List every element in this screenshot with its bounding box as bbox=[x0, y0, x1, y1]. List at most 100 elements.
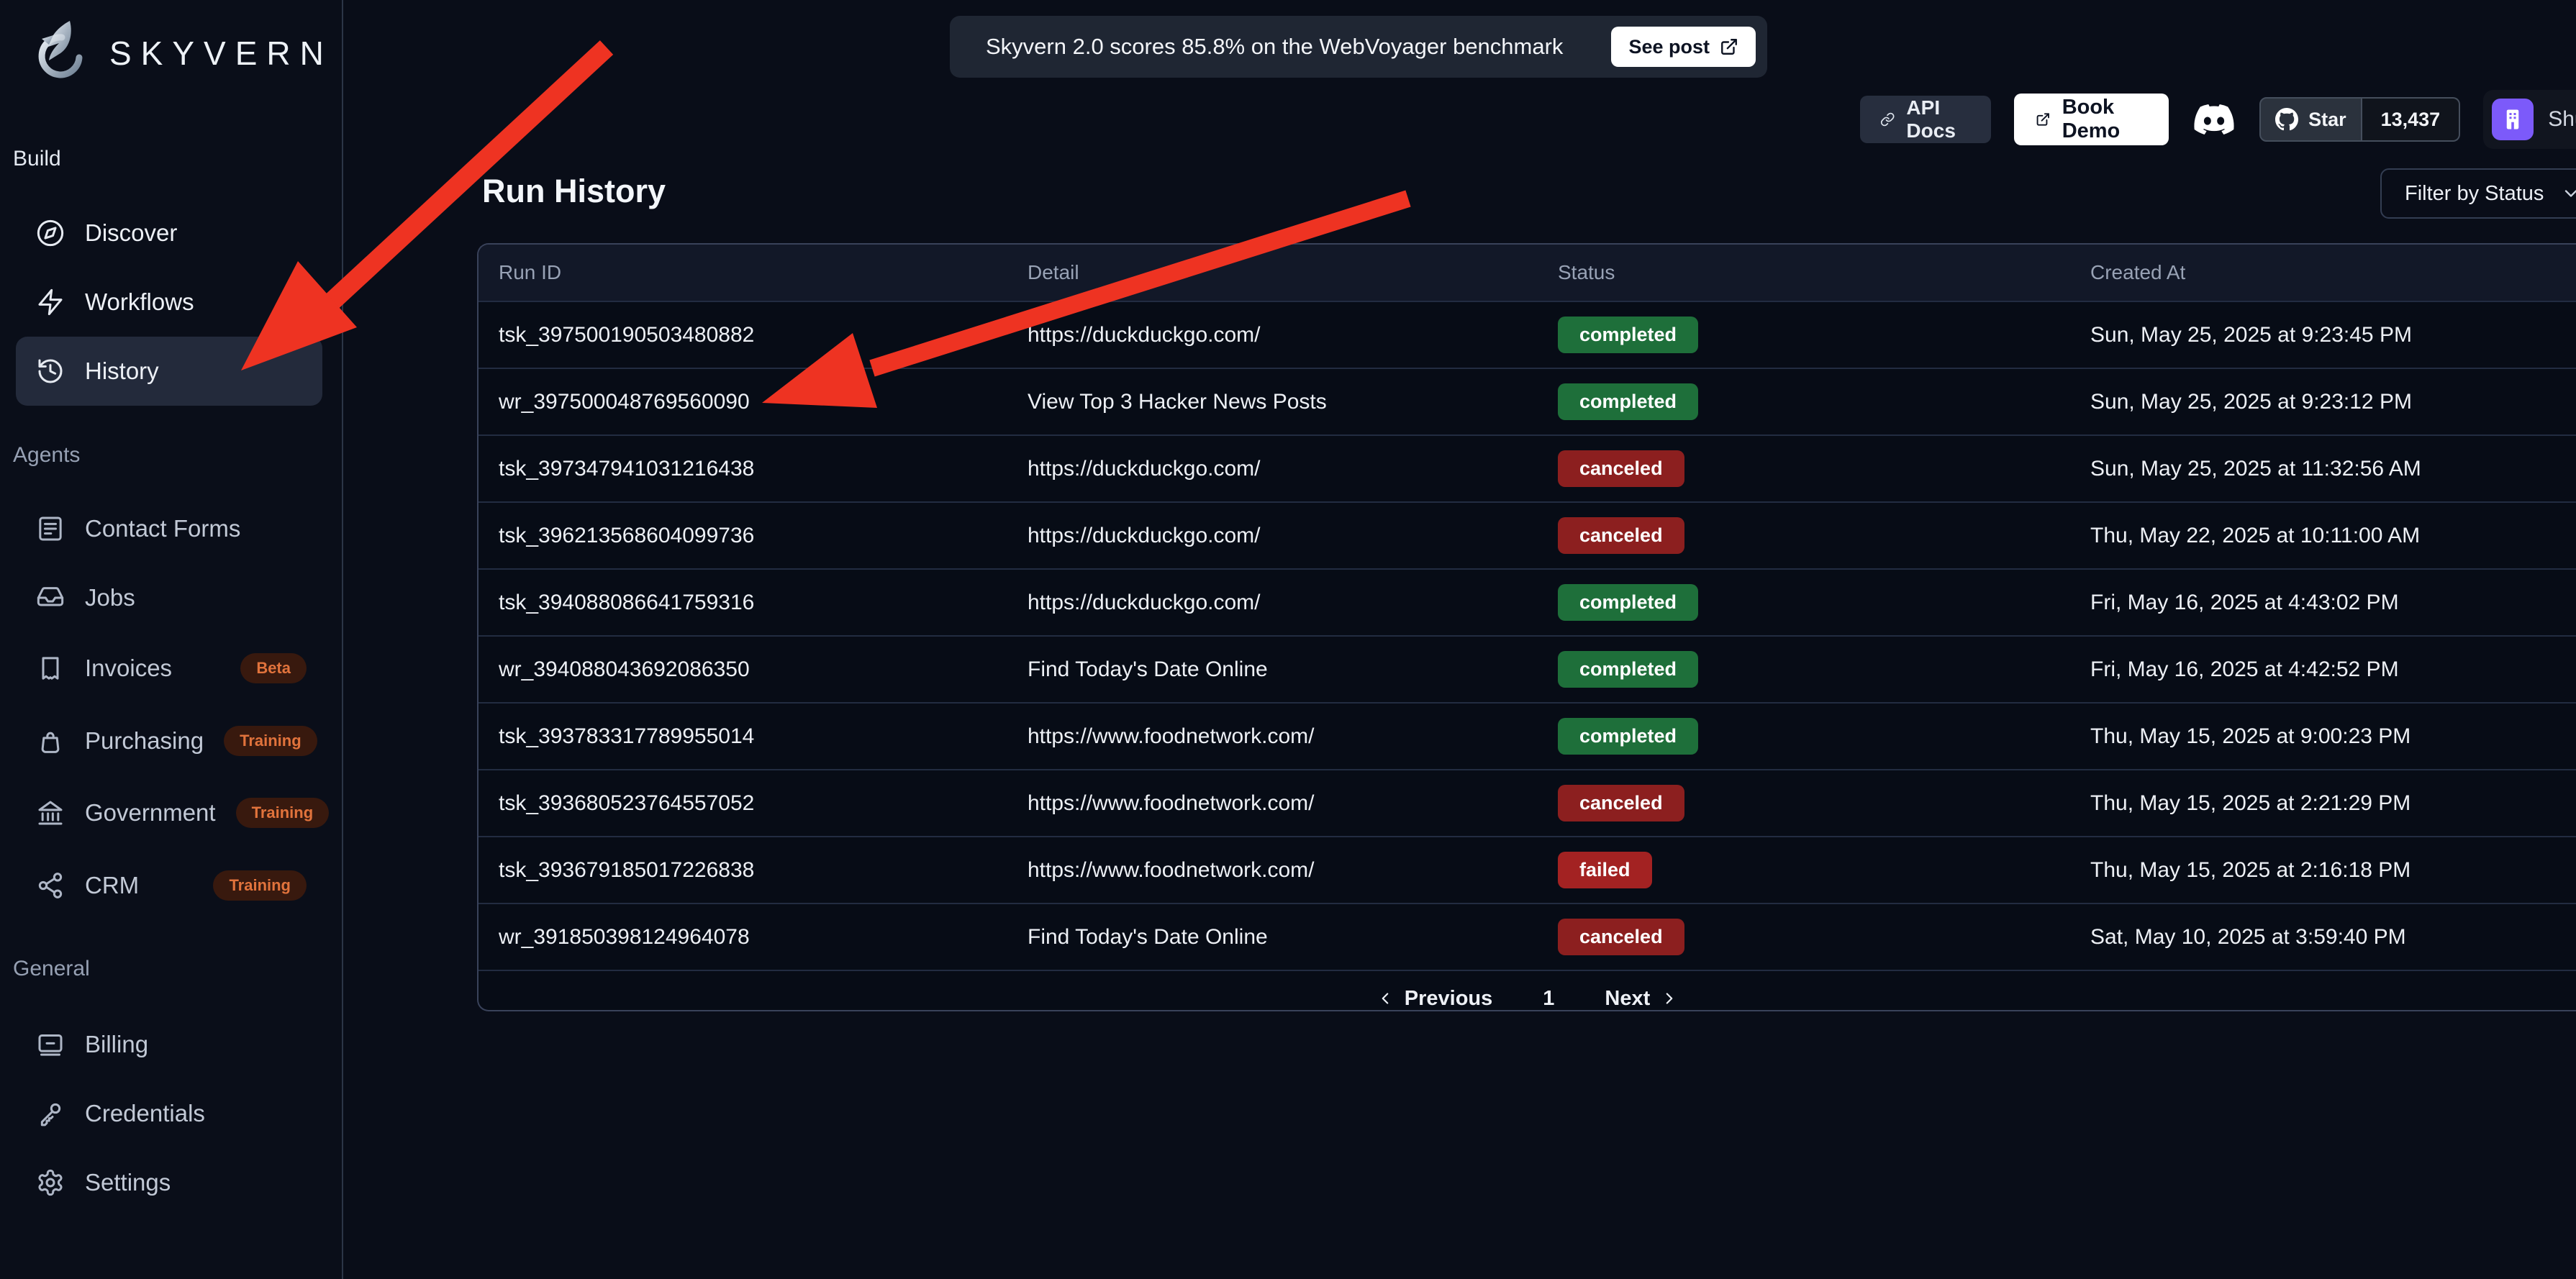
external-link-icon bbox=[1721, 39, 1737, 55]
sidebar-item-label: Discover bbox=[85, 219, 178, 246]
compass-icon bbox=[37, 219, 64, 247]
table-row[interactable]: tsk_393680523764557052 https://www.foodn… bbox=[479, 769, 2576, 836]
book-demo-label: Book Demo bbox=[2062, 96, 2121, 142]
created-at-cell: Sun, May 25, 2025 at 9:23:45 PM bbox=[2090, 322, 2412, 347]
previous-label: Previous bbox=[1404, 986, 1493, 1010]
sidebar-item-settings[interactable]: Settings bbox=[16, 1148, 322, 1217]
table-header: Run ID Detail Status Created At bbox=[479, 245, 2576, 301]
book-demo-button[interactable]: Book Demo bbox=[2014, 94, 2169, 145]
detail-cell: https://www.foodnetwork.com/ bbox=[1028, 791, 1315, 815]
sidebar-item-contact-forms[interactable]: Contact Forms bbox=[16, 494, 322, 563]
sidebar-item-label: Contact Forms bbox=[85, 515, 241, 542]
github-star-label: Star bbox=[2308, 108, 2346, 130]
skyvern-logo[interactable]: SKYVERN bbox=[24, 17, 333, 89]
column-header-created-at: Created At bbox=[2090, 261, 2186, 283]
detail-cell: https://duckduckgo.com/ bbox=[1028, 590, 1261, 614]
next-label: Next bbox=[1605, 986, 1651, 1010]
sidebar-item-label: Credentials bbox=[85, 1100, 205, 1126]
chevron-left-icon bbox=[1382, 993, 1389, 1004]
created-at-cell: Sat, May 10, 2025 at 3:59:40 PM bbox=[2090, 924, 2406, 949]
section-label-general: General bbox=[13, 957, 90, 980]
run-id-cell: tsk_396213568604099736 bbox=[499, 523, 755, 547]
external-link-icon bbox=[2036, 113, 2050, 126]
github-star-button[interactable]: Star bbox=[2259, 97, 2362, 142]
shopping-bag-icon bbox=[41, 732, 60, 753]
detail-cell: Find Today's Date Online bbox=[1028, 924, 1268, 949]
sidebar-item-purchasing[interactable]: Purchasing Training bbox=[16, 706, 322, 775]
pagination: Previous 1 Next bbox=[479, 970, 2576, 1026]
sidebar-item-invoices[interactable]: Invoices Beta bbox=[16, 634, 322, 703]
run-id-cell: wr_394088043692086350 bbox=[499, 657, 750, 681]
status-badge: completed bbox=[1558, 317, 1699, 353]
filter-by-status-dropdown[interactable]: Filter by Status bbox=[2380, 168, 2576, 219]
sidebar-item-government[interactable]: Government Training bbox=[16, 778, 330, 847]
created-at-cell: Thu, May 15, 2025 at 2:16:18 PM bbox=[2090, 857, 2411, 882]
table-row[interactable]: tsk_397500190503480882 https://duckduckg… bbox=[479, 301, 2576, 368]
gear-icon bbox=[38, 1169, 63, 1196]
sidebar-item-billing[interactable]: Billing bbox=[16, 1010, 322, 1079]
chevron-right-icon bbox=[1666, 993, 1673, 1004]
created-at-cell: Sun, May 25, 2025 at 11:32:56 AM bbox=[2090, 456, 2421, 481]
sidebar-item-workflows[interactable]: Workflows bbox=[16, 268, 322, 337]
table-row[interactable]: tsk_393783317789955014 https://www.foodn… bbox=[479, 702, 2576, 769]
table-row[interactable]: wr_391850398124964078 Find Today's Date … bbox=[479, 903, 2576, 970]
table-row[interactable]: tsk_393679185017226838 https://www.foodn… bbox=[479, 836, 2576, 903]
github-star-widget[interactable]: Star 13,437 bbox=[2259, 97, 2461, 142]
user-menu[interactable]: Shu bbox=[2483, 90, 2576, 149]
logo-text: SKYVERN bbox=[109, 35, 333, 72]
receipt-icon bbox=[42, 657, 59, 680]
detail-cell: https://www.foodnetwork.com/ bbox=[1028, 857, 1315, 882]
api-docs-button[interactable]: API Docs bbox=[1860, 96, 1992, 143]
table-row[interactable]: tsk_396213568604099736 https://duckduckg… bbox=[479, 501, 2576, 568]
discord-icon bbox=[2194, 104, 2234, 135]
previous-page-button[interactable]: Previous bbox=[1376, 986, 1493, 1011]
building-icon bbox=[2506, 109, 2519, 129]
created-at-cell: Fri, May 16, 2025 at 4:42:52 PM bbox=[2090, 657, 2399, 681]
user-name: Shu bbox=[2548, 107, 2576, 131]
sidebar-item-jobs[interactable]: Jobs bbox=[16, 563, 322, 632]
table-row[interactable]: tsk_397347941031216438 https://duckduckg… bbox=[479, 434, 2576, 501]
current-page-number[interactable]: 1 bbox=[1543, 986, 1555, 1010]
sidebar-item-label: Invoices bbox=[85, 655, 173, 681]
github-octocat-icon bbox=[2275, 108, 2299, 131]
section-label-build: Build bbox=[13, 147, 61, 170]
share-nodes-icon bbox=[38, 873, 63, 898]
see-post-button[interactable]: See post bbox=[1611, 27, 1756, 67]
sidebar-item-history[interactable]: History bbox=[16, 337, 322, 406]
github-star-count[interactable]: 13,437 bbox=[2362, 97, 2461, 142]
run-id-cell: tsk_394088086641759316 bbox=[499, 590, 755, 614]
sidebar-item-label: History bbox=[85, 358, 159, 384]
sidebar-item-label: Workflows bbox=[85, 288, 194, 315]
sidebar-item-credentials[interactable]: Credentials bbox=[16, 1079, 322, 1148]
training-badge: Training bbox=[213, 870, 307, 901]
history-clock-icon bbox=[38, 359, 63, 383]
table-row[interactable]: wr_394088043692086350 Find Today's Date … bbox=[479, 635, 2576, 702]
sidebar-item-discover[interactable]: Discover bbox=[16, 199, 322, 268]
created-at-cell: Thu, May 15, 2025 at 2:21:29 PM bbox=[2090, 791, 2411, 815]
table-row[interactable]: tsk_394088086641759316 https://duckduckg… bbox=[479, 568, 2576, 635]
sidebar-item-crm[interactable]: CRM Training bbox=[16, 851, 322, 920]
inbox-tray-icon bbox=[37, 587, 64, 606]
run-id-cell: wr_397500048769560090 bbox=[499, 389, 750, 414]
sidebar-item-label: Settings bbox=[85, 1169, 171, 1196]
detail-cell: https://duckduckgo.com/ bbox=[1028, 456, 1261, 481]
table-row[interactable]: wr_397500048769560090 View Top 3 Hacker … bbox=[479, 368, 2576, 434]
discord-link[interactable] bbox=[2192, 102, 2236, 137]
status-badge: completed bbox=[1558, 718, 1699, 755]
status-badge: failed bbox=[1558, 852, 1652, 888]
link-icon bbox=[1880, 112, 1895, 127]
status-badge: canceled bbox=[1558, 919, 1684, 955]
detail-cell: https://duckduckgo.com/ bbox=[1028, 322, 1261, 347]
detail-cell: https://duckduckgo.com/ bbox=[1028, 523, 1261, 547]
status-badge: canceled bbox=[1558, 785, 1684, 821]
credit-card-icon bbox=[38, 1034, 63, 1056]
api-docs-label: API Docs bbox=[1906, 96, 1956, 142]
detail-cell: Find Today's Date Online bbox=[1028, 657, 1268, 681]
column-header-status: Status bbox=[1558, 261, 1615, 283]
sidebar: SKYVERN Build Discover Workflows History… bbox=[0, 0, 343, 1279]
next-page-button[interactable]: Next bbox=[1605, 987, 1679, 1011]
created-at-cell: Thu, May 15, 2025 at 9:00:23 PM bbox=[2090, 724, 2411, 748]
announcement-text: Skyvern 2.0 scores 85.8% on the WebVoyag… bbox=[986, 34, 1564, 59]
run-id-cell: wr_391850398124964078 bbox=[499, 924, 750, 949]
